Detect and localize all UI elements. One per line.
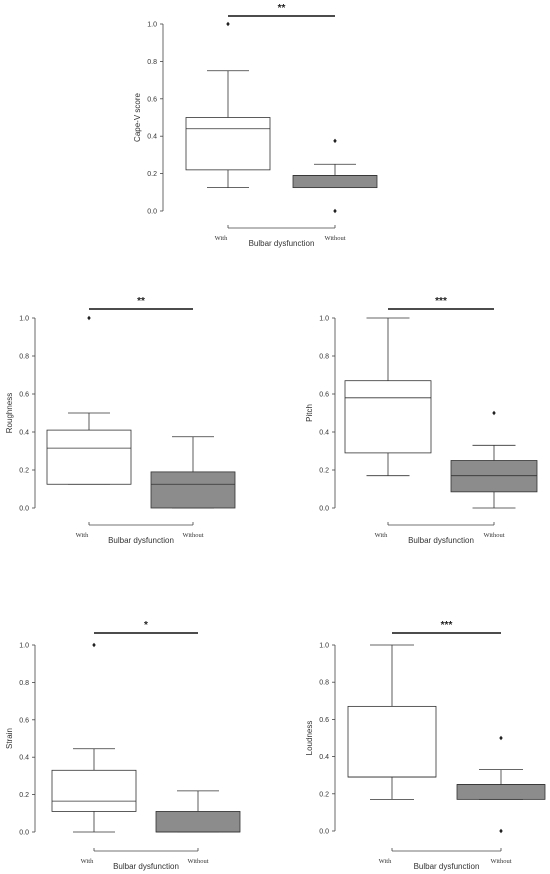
group-label: With [76,532,89,539]
significance-marker: * [144,620,148,631]
y-axis-label: Loudness [305,721,314,756]
box-without [450,460,538,493]
group-label: Without [182,532,203,539]
group-label: With [375,532,388,539]
box-with [51,769,137,812]
y-tick-label: 0.2 [147,171,157,178]
box-with [185,117,271,171]
y-tick-label: 0.4 [19,755,29,762]
y-axis-label: Cape-V score [133,93,142,142]
y-tick-label: 0.4 [319,430,329,437]
y-tick-label: 1.0 [19,316,29,323]
y-tick-label: 0.8 [319,680,329,687]
outlier-point [226,21,230,27]
group-label: Without [324,235,345,242]
outlier-point [333,138,337,144]
y-tick-label: 0.8 [319,354,329,361]
chart-panel-3: 0.0 0.2 0.4 0.6 0.8 1.0 Strain With Without Bulba… [5,620,241,871]
x-axis-label: Bulbar dysfunction [113,862,179,871]
outlier-point [499,828,503,834]
y-tick-label: 0.4 [19,430,29,437]
significance-marker: ** [137,296,145,307]
y-tick-label: 0.0 [319,829,329,836]
box-with [347,705,437,778]
y-tick-label: 0.0 [147,209,157,216]
significance-marker: *** [441,620,453,631]
outlier-point [492,410,496,416]
y-tick-label: 0.2 [319,468,329,475]
outlier-point [87,315,91,321]
y-tick-label: 0.4 [319,754,329,761]
x-axis-label: Bulbar dysfunction [249,239,315,248]
outlier-point [499,735,503,741]
y-tick-label: 0.6 [147,96,157,103]
y-tick-label: 0.6 [319,717,329,724]
y-tick-label: 0.6 [19,717,29,724]
y-tick-label: 0.2 [19,792,29,799]
y-tick-label: 0.0 [19,506,29,513]
chart-panel-1: 0.0 0.2 0.4 0.6 0.8 1.0 Roughness With Without Bu… [5,296,236,545]
y-axis-label: Roughness [5,393,14,433]
box-without [456,784,546,800]
x-axis-label: Bulbar dysfunction [408,536,474,545]
box-with [344,380,432,454]
chart-panel-2: 0.0 0.2 0.4 0.6 0.8 1.0 Pitch With Without Bulbar… [305,296,538,545]
y-tick-label: 1.0 [147,22,157,29]
y-tick-label: 1.0 [319,643,329,650]
chart-panel-4: 0.0 0.2 0.4 0.6 0.8 1.0 Loudness With Without Bul… [305,620,546,871]
y-tick-label: 0.8 [147,59,157,66]
y-tick-label: 0.8 [19,680,29,687]
significance-marker: *** [435,296,447,307]
outlier-point [92,642,96,648]
group-label: With [215,235,228,242]
y-tick-label: 0.6 [19,392,29,399]
y-tick-label: 0.8 [19,354,29,361]
box-with [46,429,132,485]
group-label: Without [483,532,504,539]
x-axis-label: Bulbar dysfunction [414,862,480,871]
y-axis-label: Strain [5,728,14,749]
chart-panel-0: 0.0 0.2 0.4 0.6 0.8 1.0 Cape-V score With Withou… [133,3,378,248]
box-without [150,471,236,509]
group-label: With [379,858,392,865]
outlier-point [333,208,337,214]
significance-marker: ** [278,3,286,14]
y-tick-label: 1.0 [19,643,29,650]
y-tick-label: 0.2 [319,791,329,798]
group-label: Without [490,858,511,865]
y-tick-label: 0.2 [19,468,29,475]
group-label: Without [187,858,208,865]
x-axis-label: Bulbar dysfunction [108,536,174,545]
box-without [155,811,241,833]
y-tick-label: 0.4 [147,134,157,141]
y-tick-label: 0.0 [19,830,29,837]
y-tick-label: 0.6 [319,392,329,399]
y-axis-label: Pitch [305,404,314,422]
y-tick-label: 0.0 [319,506,329,513]
box-without [292,175,378,189]
group-label: With [81,858,94,865]
y-tick-label: 1.0 [319,316,329,323]
